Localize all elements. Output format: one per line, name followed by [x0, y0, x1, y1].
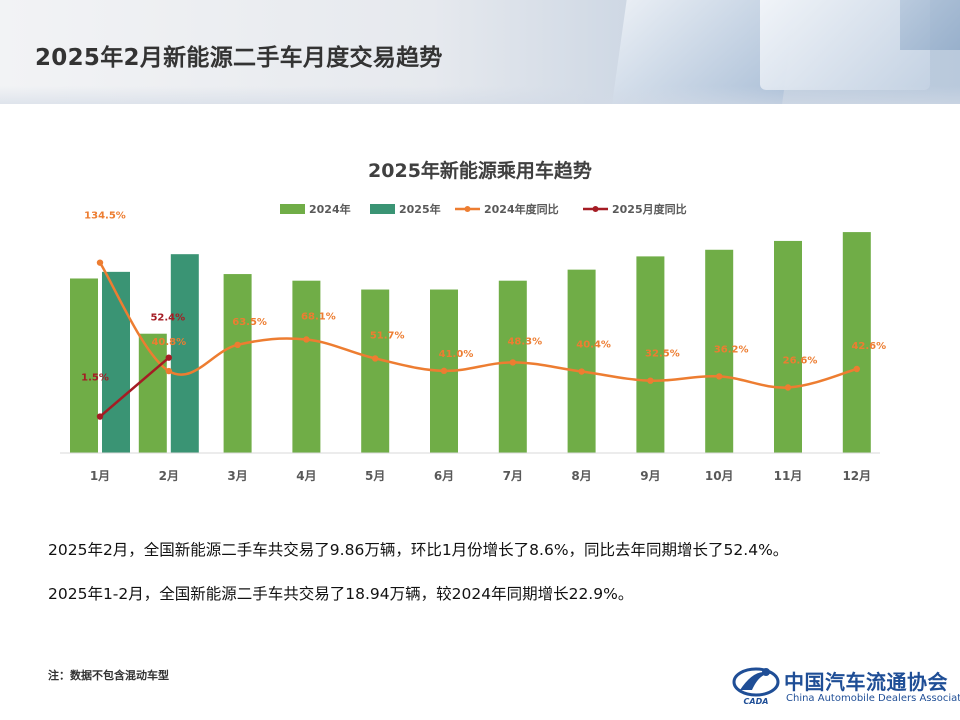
x-tick-label: 7月 — [503, 469, 523, 483]
point-2024-yoy — [303, 336, 310, 343]
legend-label: 2025月度同比 — [612, 202, 687, 216]
point-2025-yoy — [165, 354, 172, 361]
data-label-2024-yoy: 134.5% — [84, 211, 126, 222]
legend-label: 2025年 — [399, 202, 441, 216]
footnote: 注：数据不包含混动车型 — [48, 669, 169, 682]
data-label-2024-yoy: 51.7% — [370, 330, 405, 341]
data-label-2024-yoy: 36.2% — [714, 344, 749, 355]
series-line-2024-yoy — [98, 261, 858, 389]
bar-2024 — [567, 269, 596, 453]
point-2025-yoy — [96, 413, 104, 420]
legend-swatch — [280, 204, 305, 214]
point-2024-yoy — [165, 367, 172, 375]
data-label-2025-yoy: 1.5% — [81, 373, 109, 384]
data-label-2024-yoy: 26.6% — [783, 356, 818, 367]
legend-label: 2024年 — [309, 202, 351, 216]
x-tick-label: 5月 — [365, 469, 385, 483]
bar-2024 — [498, 280, 527, 453]
bar-2025 — [102, 271, 130, 453]
point-2024-yoy — [509, 359, 516, 366]
point-2024-yoy — [716, 373, 723, 380]
x-tick-label: 12月 — [842, 469, 871, 483]
bar-2024 — [361, 289, 390, 453]
point-2024-yoy — [234, 341, 241, 349]
point-2024-yoy — [372, 355, 379, 362]
bar-2024 — [70, 278, 98, 453]
bar-2024 — [774, 240, 802, 453]
bar-2024 — [636, 256, 665, 453]
x-tick-label: 6月 — [434, 469, 454, 483]
point-2024-yoy — [578, 368, 585, 375]
header-shade — [0, 86, 960, 104]
point-2024-yoy — [96, 259, 104, 266]
logo-chinese-name: 中国汽车流通协会 — [784, 670, 948, 694]
data-label-2024-yoy: 63.5% — [232, 317, 267, 328]
x-tick-label: 4月 — [296, 469, 316, 483]
point-2024-yoy — [647, 377, 654, 384]
x-tick-label: 8月 — [571, 469, 591, 483]
legend-marker — [592, 206, 599, 212]
x-tick-label: 10月 — [705, 469, 734, 483]
legend-swatch — [370, 204, 395, 214]
logo-mark-text: CADA — [744, 697, 769, 706]
legend-marker — [464, 206, 471, 212]
x-tick-label: 3月 — [227, 469, 247, 483]
bar-2024 — [223, 274, 252, 453]
chart-canvas: 2025年新能源乘用车趋势 2024年 2025年 2024年度同比 2025月度同比 1… — [60, 159, 886, 483]
bar-2024 — [842, 232, 871, 453]
legend-label: 2024年度同比 — [484, 202, 559, 216]
series-line-2025-yoy — [99, 356, 170, 418]
data-label-2024-yoy: 48.3% — [507, 336, 542, 347]
point-2024-yoy — [440, 367, 448, 375]
bar-2024 — [292, 280, 321, 453]
data-label-2024-yoy: 68.1% — [301, 311, 336, 322]
data-label-2024-yoy: 42.6% — [851, 341, 886, 352]
chart-title: 2025年新能源乘用车趋势 — [368, 159, 592, 182]
data-label-2024-yoy: 41.0% — [439, 349, 474, 360]
x-tick-label: 2月 — [159, 469, 179, 483]
x-tick-label: 9月 — [640, 469, 660, 483]
page-title: 2025年2月新能源二手车月度交易趋势 — [35, 45, 443, 71]
header-decoration — [900, 0, 960, 50]
x-tick-label: 11月 — [774, 469, 803, 483]
bar-2025 — [170, 254, 199, 453]
data-label-2024-yoy: 32.5% — [645, 349, 680, 360]
logo-mark-icon: CADA — [732, 667, 780, 706]
summary-paragraph-1: 2025年2月，全国新能源二手车共交易了9.86万辆，环比1月份增长了8.6%，… — [48, 541, 789, 559]
data-label-2025-yoy: 52.4% — [150, 313, 185, 324]
data-label-2024-yoy: 40.8% — [151, 337, 186, 348]
data-label-2024-yoy: 40.4% — [576, 340, 611, 351]
bar-2024 — [138, 333, 167, 453]
logo-english-name: China Automobile Dealers Association — [786, 693, 960, 704]
point-2024-yoy — [784, 384, 792, 391]
bar-2024 — [705, 249, 734, 453]
x-tick-label: 1月 — [90, 469, 110, 483]
header-banner: 2025年2月新能源二手车月度交易趋势 — [0, 0, 960, 104]
summary-paragraph-2: 2025年1-2月，全国新能源二手车共交易了18.94万辆，较2024年同期增长… — [48, 585, 634, 603]
association-logo: CADA 中国汽车流通协会 China Automobile Dealers A… — [732, 660, 960, 710]
point-2024-yoy — [853, 365, 860, 373]
